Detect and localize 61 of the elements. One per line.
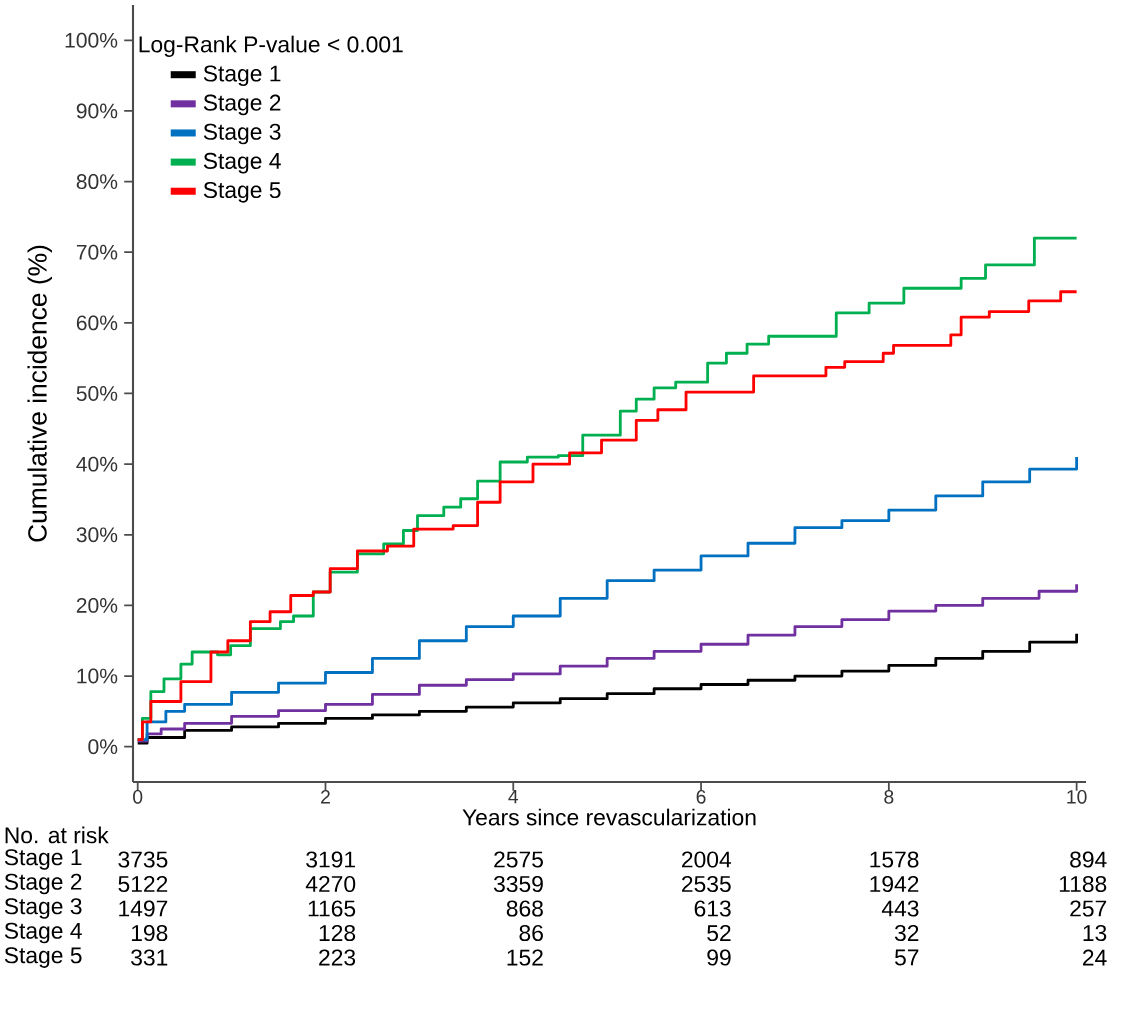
y-tick-label: 70% bbox=[76, 244, 118, 260]
text: 3735 bbox=[118, 851, 168, 868]
text: 99 bbox=[707, 949, 731, 966]
y-axis-title: Cumulative incidence (%) bbox=[27, 245, 53, 542]
text: 13 bbox=[1083, 924, 1107, 942]
text: Stage 5 bbox=[4, 947, 82, 968]
y-tick-label: 90% bbox=[76, 103, 118, 119]
x-tick-label: 4 bbox=[508, 789, 519, 804]
y-tick-label: 100% bbox=[65, 32, 118, 48]
text: 2004 bbox=[682, 851, 732, 868]
text: 894 bbox=[1070, 851, 1107, 868]
y-tick-label: 50% bbox=[76, 386, 118, 401]
x-tick-label: 6 bbox=[696, 789, 706, 804]
text: 613 bbox=[694, 900, 731, 917]
text: 86 bbox=[519, 924, 543, 942]
text: 1497 bbox=[119, 900, 168, 917]
y-tick-label: 30% bbox=[76, 527, 118, 543]
x-tick-label: 8 bbox=[884, 789, 894, 804]
text: 3359 bbox=[493, 875, 543, 893]
text: 2535 bbox=[682, 875, 731, 893]
y-tick-label: 60% bbox=[76, 315, 118, 331]
text: 24 bbox=[1083, 949, 1107, 966]
text: 443 bbox=[881, 900, 919, 917]
y-tick-label: 10% bbox=[77, 668, 118, 684]
y-tick-label: 80% bbox=[76, 174, 118, 190]
text: 3191 bbox=[306, 851, 355, 868]
text: 52 bbox=[707, 924, 731, 942]
text: 1188 bbox=[1059, 875, 1107, 893]
legend-title: Log-Rank P-value < 0.001 bbox=[139, 35, 403, 57]
text: 2575 bbox=[494, 851, 543, 868]
text: 1165 bbox=[308, 900, 356, 917]
text: 198 bbox=[131, 924, 168, 942]
text: 223 bbox=[319, 949, 356, 966]
y-tick-label: 20% bbox=[76, 597, 118, 613]
text: 331 bbox=[131, 949, 168, 966]
text: 57 bbox=[894, 949, 919, 966]
legend-label: Stage 5 bbox=[203, 181, 281, 203]
legend-label: Stage 4 bbox=[203, 152, 281, 174]
text: 4270 bbox=[305, 875, 356, 893]
text: 128 bbox=[319, 924, 356, 942]
text: 257 bbox=[1070, 900, 1107, 917]
text: No. at risk bbox=[5, 826, 109, 844]
text: 5122 bbox=[118, 875, 168, 893]
x-tick-label: 10 bbox=[1067, 789, 1087, 804]
legend-label: Stage 2 bbox=[203, 94, 281, 116]
text: 152 bbox=[507, 949, 543, 966]
y-tick-label: 0% bbox=[88, 739, 118, 755]
text: 1578 bbox=[870, 851, 919, 868]
legend-label: Stage 1 bbox=[203, 65, 281, 87]
x-tick-label: 0 bbox=[133, 789, 143, 804]
text: Stage 3 bbox=[4, 898, 82, 919]
x-tick-label: 2 bbox=[321, 789, 330, 804]
text: Stage 1 bbox=[4, 849, 82, 870]
text: 32 bbox=[894, 924, 919, 942]
text: Stage 2 bbox=[4, 873, 82, 895]
text: 868 bbox=[506, 900, 543, 917]
text: Stage 4 bbox=[4, 922, 82, 944]
x-axis-title: Years since revascularization bbox=[462, 808, 756, 826]
legend-label: Stage 3 bbox=[203, 123, 281, 145]
text: 1942 bbox=[870, 875, 919, 893]
y-tick-label: 40% bbox=[76, 456, 118, 472]
